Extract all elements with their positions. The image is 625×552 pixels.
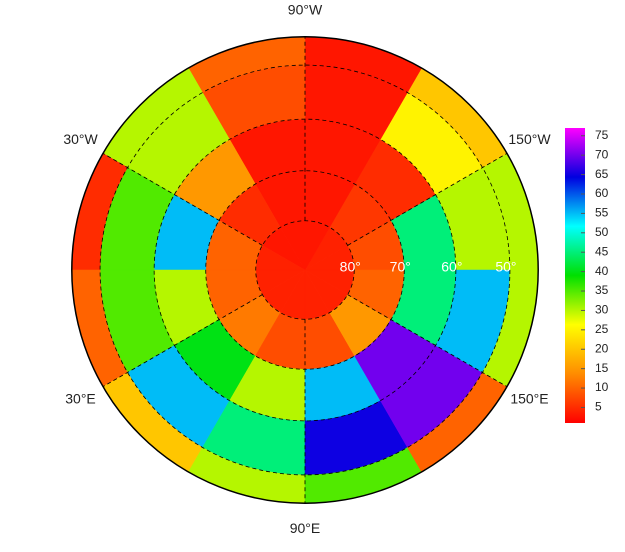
colorbar: 5 10 15 20 25 30 35 40 45 50 55 60 65 70 75 — [565, 128, 609, 423]
labels: 80° 70° 60° 50° 90°W 30°W 150°W 30°E 150°E 90°E — [63, 2, 551, 536]
latitude-label: 70° — [390, 259, 411, 275]
meridian-line — [102, 153, 263, 246]
colorbar-tick-label: 70 — [595, 147, 609, 161]
longitude-label: 150°W — [508, 131, 551, 147]
colorbar-tick-label: 35 — [595, 283, 609, 297]
colorbar-tick-label: 75 — [595, 128, 609, 142]
longitude-label: 90°W — [288, 2, 323, 18]
longitude-label: 150°E — [510, 390, 548, 406]
meridian-line — [347, 294, 508, 387]
colorbar-tick-label: 60 — [595, 186, 609, 200]
colorbar-tick-label: 50 — [595, 225, 609, 239]
colorbar-tick-label: 40 — [595, 264, 609, 278]
colorbar-tick-label: 55 — [595, 206, 609, 220]
meridian-line — [347, 153, 508, 246]
meridian-line — [102, 294, 263, 387]
longitude-label: 90°E — [290, 520, 321, 536]
graticule — [71, 36, 539, 504]
longitude-label: 30°W — [63, 131, 98, 147]
longitude-label: 30°E — [65, 390, 96, 406]
map-boundary — [71, 36, 539, 504]
heat-field — [71, 36, 539, 504]
colorbar-tick-label: 30 — [595, 303, 609, 317]
latitude-label: 60° — [441, 259, 462, 275]
colorbar-tick-label: 65 — [595, 167, 609, 181]
colorbar-tick-label: 45 — [595, 244, 609, 258]
colorbar-tick-label: 15 — [595, 361, 609, 375]
colorbar-tick-label: 5 — [595, 400, 602, 414]
colorbar-bar — [565, 128, 585, 423]
colorbar-tick-label: 20 — [595, 341, 609, 355]
latitude-label: 80° — [340, 259, 361, 275]
colorbar-tick-label: 25 — [595, 322, 609, 336]
latitude-circle — [99, 64, 511, 476]
colorbar-tick-label: 10 — [595, 380, 609, 394]
latitude-label: 50° — [495, 259, 516, 275]
